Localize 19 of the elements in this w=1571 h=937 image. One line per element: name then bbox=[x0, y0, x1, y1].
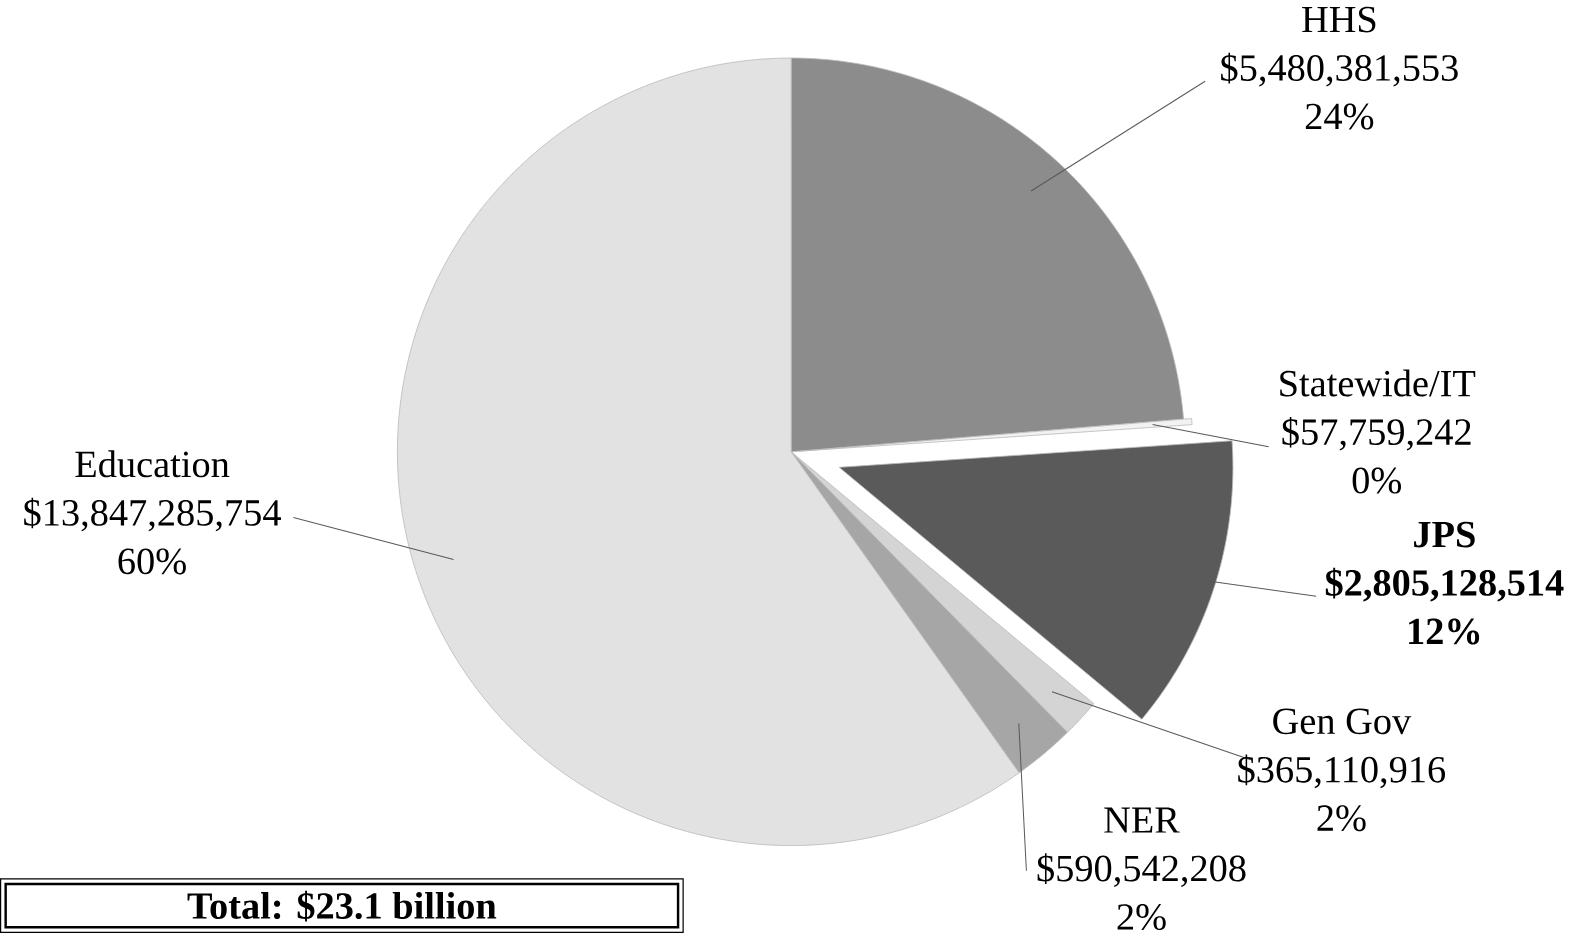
text: 0% bbox=[1352, 467, 1401, 494]
slice-label: NER bbox=[1104, 807, 1180, 833]
slice-label: Statewide/IT bbox=[1280, 369, 1476, 397]
text: 2% bbox=[1317, 805, 1366, 832]
slice-label: JPS bbox=[1414, 521, 1475, 548]
data-label: $13,847,285,754 bbox=[24, 497, 281, 532]
text: 60% bbox=[118, 548, 186, 575]
text: Total: $23.1 billion bbox=[187, 890, 497, 922]
data-label: $5,480,381,553 bbox=[1221, 52, 1458, 87]
slice-label: HHS bbox=[1302, 6, 1376, 33]
text: 12% bbox=[1409, 618, 1480, 645]
data-label: $2,805,128,514 bbox=[1325, 567, 1564, 602]
data-label: $365,110,916 bbox=[1238, 754, 1446, 789]
slice-label: Education bbox=[75, 450, 230, 478]
data-label: $590,542,208 bbox=[1037, 853, 1246, 888]
slice-label: Gen Gov bbox=[1273, 708, 1412, 735]
text: 24% bbox=[1305, 103, 1374, 130]
text: 2% bbox=[1117, 904, 1166, 931]
data-label: $57,759,242 bbox=[1282, 416, 1471, 451]
